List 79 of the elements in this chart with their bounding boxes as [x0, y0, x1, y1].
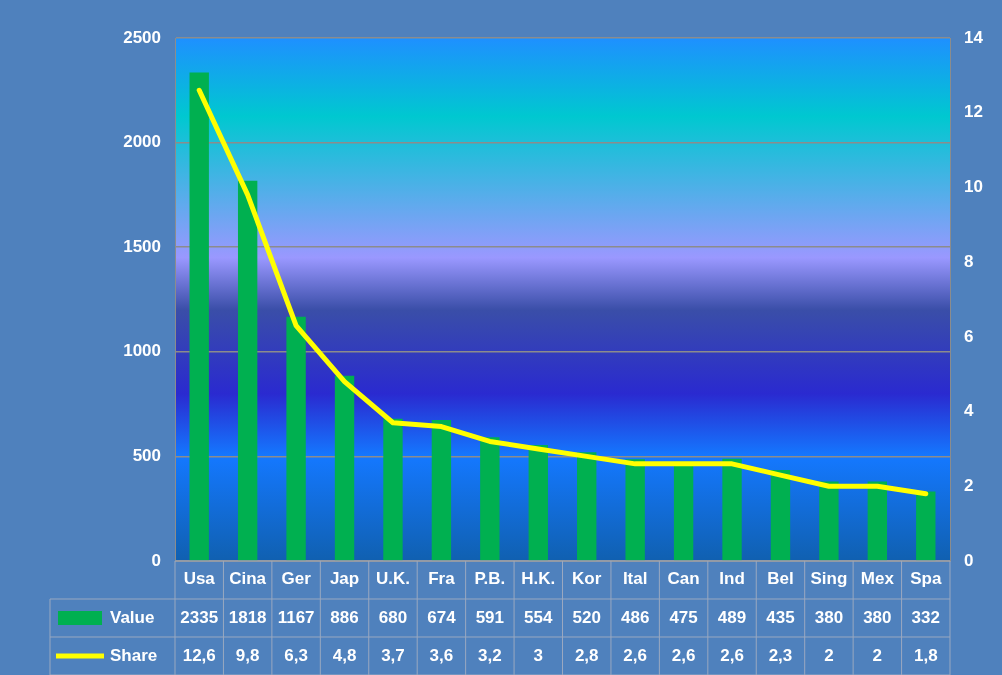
x-tick-label: Bel	[767, 568, 794, 588]
bar	[383, 418, 403, 561]
data-label: 2,6	[671, 645, 696, 665]
y2-tick-label: 12	[964, 102, 983, 122]
data-label: 1167	[277, 607, 315, 627]
x-tick-label: Ger	[281, 568, 312, 588]
y-tick-label: 500	[132, 446, 161, 466]
data-label: 2,6	[623, 645, 647, 665]
x-tick-label: Can	[667, 568, 700, 588]
bar	[867, 481, 888, 561]
y2-tick-label: 8	[964, 251, 974, 271]
data-label: 2335	[180, 607, 219, 627]
data-label: 486	[620, 607, 650, 627]
data-label: 520	[572, 607, 601, 627]
data-label: 554	[524, 607, 553, 627]
x-tick-label: Spa	[910, 568, 942, 588]
y2-tick-label: 0	[964, 550, 974, 570]
x-tick-label: H.K.	[521, 568, 556, 588]
bar	[334, 375, 355, 561]
x-tick-label: Mex	[860, 568, 895, 588]
data-label: 1,8	[913, 645, 938, 665]
y2-tick-label: 14	[964, 27, 984, 47]
x-tick-label: Ind	[719, 568, 745, 588]
y2-tick-label: 10	[964, 177, 983, 197]
data-label: 3,6	[429, 645, 454, 665]
bar	[431, 420, 452, 561]
data-label: 591	[475, 607, 505, 627]
x-tick-label: Cina	[229, 568, 267, 588]
bar	[577, 452, 597, 561]
data-label: 2,3	[768, 645, 793, 665]
bar	[237, 180, 258, 561]
bar	[286, 316, 306, 561]
bar	[189, 72, 209, 561]
data-label: 1818	[228, 607, 267, 627]
x-tick-label: Sing	[810, 568, 848, 588]
data-label: 2,8	[574, 645, 599, 665]
data-label: 2,6	[720, 645, 744, 665]
bar	[480, 437, 500, 561]
data-label: 475	[669, 607, 698, 627]
bar	[916, 491, 936, 561]
y-tick-label: 2000	[123, 132, 161, 152]
data-label: 380	[814, 607, 844, 627]
y-tick-label: 2500	[123, 27, 161, 47]
data-label: 6,3	[284, 645, 308, 665]
x-tick-label: Fra	[428, 568, 456, 588]
y2-tick-label: 2	[964, 475, 974, 495]
x-tick-label: U.K.	[375, 568, 410, 588]
bar	[625, 459, 645, 561]
data-label: 3,2	[478, 645, 502, 665]
bar	[722, 458, 742, 561]
x-tick-label: Kor	[572, 568, 602, 588]
x-tick-label: Jap	[329, 568, 360, 588]
data-label: 12,6	[182, 645, 216, 665]
data-label: 680	[378, 607, 408, 627]
data-label: 489	[717, 607, 747, 627]
y2-tick-label: 6	[964, 326, 974, 346]
bar	[770, 470, 791, 561]
bar	[528, 445, 548, 561]
x-tick-label: P.B.	[474, 568, 506, 588]
data-label: 380	[863, 607, 892, 627]
y2-tick-label: 4	[964, 401, 974, 421]
data-label: 2	[872, 645, 883, 665]
data-label: 435	[766, 607, 795, 627]
data-label: 332	[911, 607, 940, 627]
data-label: 674	[427, 607, 457, 627]
data-label: 3,7	[381, 645, 405, 665]
data-label: 3	[533, 645, 544, 665]
y-tick-label: 0	[151, 550, 161, 570]
legend-label: Value	[110, 607, 155, 627]
bar	[819, 481, 839, 561]
legend-label: Share	[110, 645, 158, 665]
x-tick-label: Ital	[622, 568, 648, 588]
y-tick-label: 1000	[123, 341, 161, 361]
data-label: 9,8	[235, 645, 260, 665]
data-label: 4,8	[332, 645, 357, 665]
x-tick-label: Usa	[183, 568, 216, 588]
data-label: 886	[330, 607, 359, 627]
y-tick-label: 1500	[123, 236, 161, 256]
data-label: 2	[824, 645, 834, 665]
